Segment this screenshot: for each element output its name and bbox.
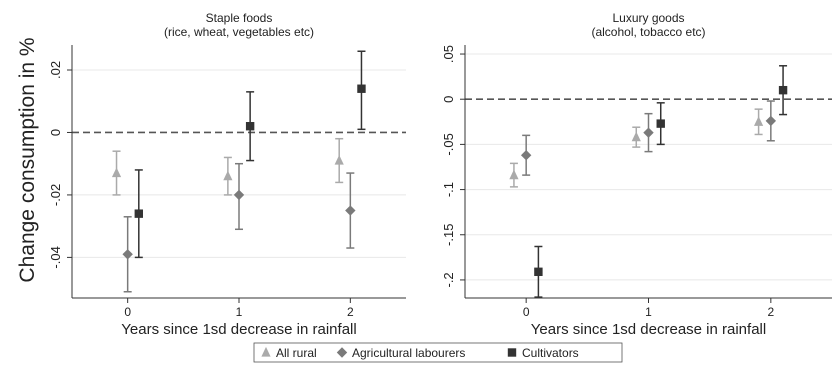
data-point xyxy=(631,131,641,142)
data-point xyxy=(122,249,133,260)
y-tick-label: 0 xyxy=(48,129,63,136)
legend-diamond-icon xyxy=(336,347,348,358)
x-tick-label: 2 xyxy=(767,305,774,319)
data-point xyxy=(245,122,255,131)
data-point xyxy=(357,84,366,93)
legend-square-icon xyxy=(507,348,517,357)
y-tick-label: -.1 xyxy=(441,182,456,197)
series-all-rural xyxy=(111,137,344,196)
x-axis-label: Years since 1sd decrease in rainfall xyxy=(531,321,766,338)
data-point xyxy=(134,209,143,218)
series-cultivators xyxy=(134,50,366,259)
data-point xyxy=(656,119,665,128)
series-cultivators xyxy=(534,65,788,298)
y-tick-label: .05 xyxy=(441,45,456,63)
panel-title: Staple foods xyxy=(206,11,273,25)
y-tick-label: 0 xyxy=(441,96,456,103)
data-point xyxy=(754,116,764,126)
data-point xyxy=(534,267,543,276)
legend-box xyxy=(253,342,623,363)
chart-panel-1: Staple foods(rice, wheat, vegetables etc… xyxy=(48,11,406,338)
x-axis-label: Years since 1sd decrease in rainfall xyxy=(121,321,356,338)
legend-label: Agricultural labourers xyxy=(352,346,465,360)
y-tick-label: .02 xyxy=(48,61,63,79)
data-point xyxy=(233,189,245,201)
legend-item-cultivators: Cultivators xyxy=(507,346,579,360)
legend-label: All rural xyxy=(276,346,317,360)
panel-subtitle: (rice, wheat, vegetables etc) xyxy=(164,25,314,39)
data-point xyxy=(111,167,122,178)
y-axis-label: Change consumption in % xyxy=(16,37,39,282)
series-all-rural xyxy=(509,108,764,188)
legend-item-agricultural-labourers: Agricultural labourers xyxy=(336,346,465,360)
data-point xyxy=(520,150,532,161)
series-agricultural-labourers xyxy=(122,162,356,293)
legend: All rural Agricultural labourers Cultivato… xyxy=(253,342,623,363)
x-tick-label: 1 xyxy=(645,305,652,319)
chart-panel-2: Luxury goods(alcohol, tobacco etc) .05 0 -.… xyxy=(441,11,832,338)
series-agricultural-labourers xyxy=(520,100,777,176)
legend-triangle-icon xyxy=(261,346,271,357)
data-point xyxy=(778,85,788,95)
data-point xyxy=(345,205,356,216)
y-tick-label: -.02 xyxy=(48,184,63,206)
x-tick-label: 0 xyxy=(523,305,530,319)
data-point xyxy=(509,169,519,180)
x-tick-label: 1 xyxy=(236,305,243,319)
y-tick-label: -.2 xyxy=(441,272,456,287)
y-tick-label: -.15 xyxy=(441,224,456,246)
data-point xyxy=(334,154,344,165)
x-tick-label: 2 xyxy=(347,305,354,319)
data-point xyxy=(643,127,654,138)
panel-subtitle: (alcohol, tobacco etc) xyxy=(591,25,705,39)
legend-label: Cultivators xyxy=(522,346,579,360)
y-tick-label: -.04 xyxy=(48,246,63,268)
panel-title: Luxury goods xyxy=(612,11,684,25)
legend-item-all-rural: All rural xyxy=(261,346,317,360)
y-tick-label: -.05 xyxy=(441,133,456,155)
data-point xyxy=(223,170,233,181)
x-tick-label: 0 xyxy=(124,305,131,319)
data-point xyxy=(765,115,777,127)
